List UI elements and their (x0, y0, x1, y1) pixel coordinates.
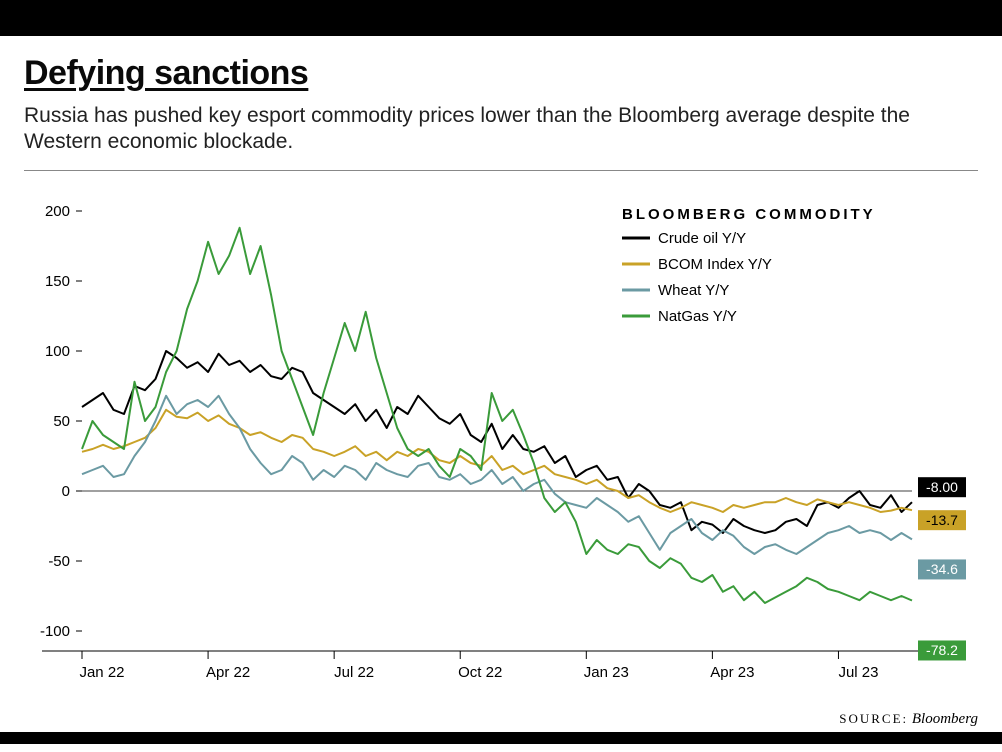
line-chart-svg: -100 -50 0 50 100 150 200 Jan 22 Apr 22 Jul 22 Oct… (24, 181, 978, 691)
svg-text:-100: -100 (40, 623, 70, 640)
source-name: Bloomberg (912, 711, 978, 727)
svg-text:100: 100 (45, 343, 70, 360)
svg-text:200: 200 (45, 203, 70, 220)
svg-text:-78.2: -78.2 (926, 642, 958, 658)
svg-text:Wheat Y/Y: Wheat Y/Y (658, 282, 729, 299)
svg-text:Jul 23: Jul 23 (838, 664, 878, 681)
svg-text:BCOM Index Y/Y: BCOM Index Y/Y (658, 256, 772, 273)
svg-text:-50: -50 (48, 553, 70, 570)
svg-text:Jul 22: Jul 22 (334, 664, 374, 681)
svg-text:150: 150 (45, 273, 70, 290)
top-black-bar (0, 0, 1002, 36)
svg-text:-8.00: -8.00 (926, 478, 958, 494)
chart-subtitle: Russia has pushed key esport commodity p… (24, 103, 978, 156)
content-area: Defying sanctions Russia has pushed key … (0, 36, 1002, 691)
svg-text:-13.7: -13.7 (926, 511, 958, 527)
chart-plot-area: -100 -50 0 50 100 150 200 Jan 22 Apr 22 Jul 22 Oct… (24, 181, 978, 691)
svg-text:-34.6: -34.6 (926, 561, 958, 577)
svg-text:BLOOMBERG COMMODITY: BLOOMBERG COMMODITY (622, 206, 876, 223)
header-divider (24, 170, 978, 171)
svg-text:Apr 22: Apr 22 (206, 664, 250, 681)
source-attribution: SOURCE: Bloomberg (839, 711, 978, 728)
bottom-black-bar (0, 732, 1002, 744)
svg-text:NatGas Y/Y: NatGas Y/Y (658, 308, 737, 325)
svg-text:Apr 23: Apr 23 (710, 664, 754, 681)
svg-text:Oct 22: Oct 22 (458, 664, 502, 681)
chart-container: Defying sanctions Russia has pushed key … (0, 0, 1002, 752)
chart-title: Defying sanctions (24, 54, 978, 93)
svg-text:50: 50 (53, 413, 70, 430)
svg-text:Jan 23: Jan 23 (584, 664, 629, 681)
svg-text:0: 0 (62, 483, 70, 500)
source-label: SOURCE: (839, 711, 908, 726)
svg-text:Jan 22: Jan 22 (79, 664, 124, 681)
svg-text:Crude oil Y/Y: Crude oil Y/Y (658, 230, 746, 247)
